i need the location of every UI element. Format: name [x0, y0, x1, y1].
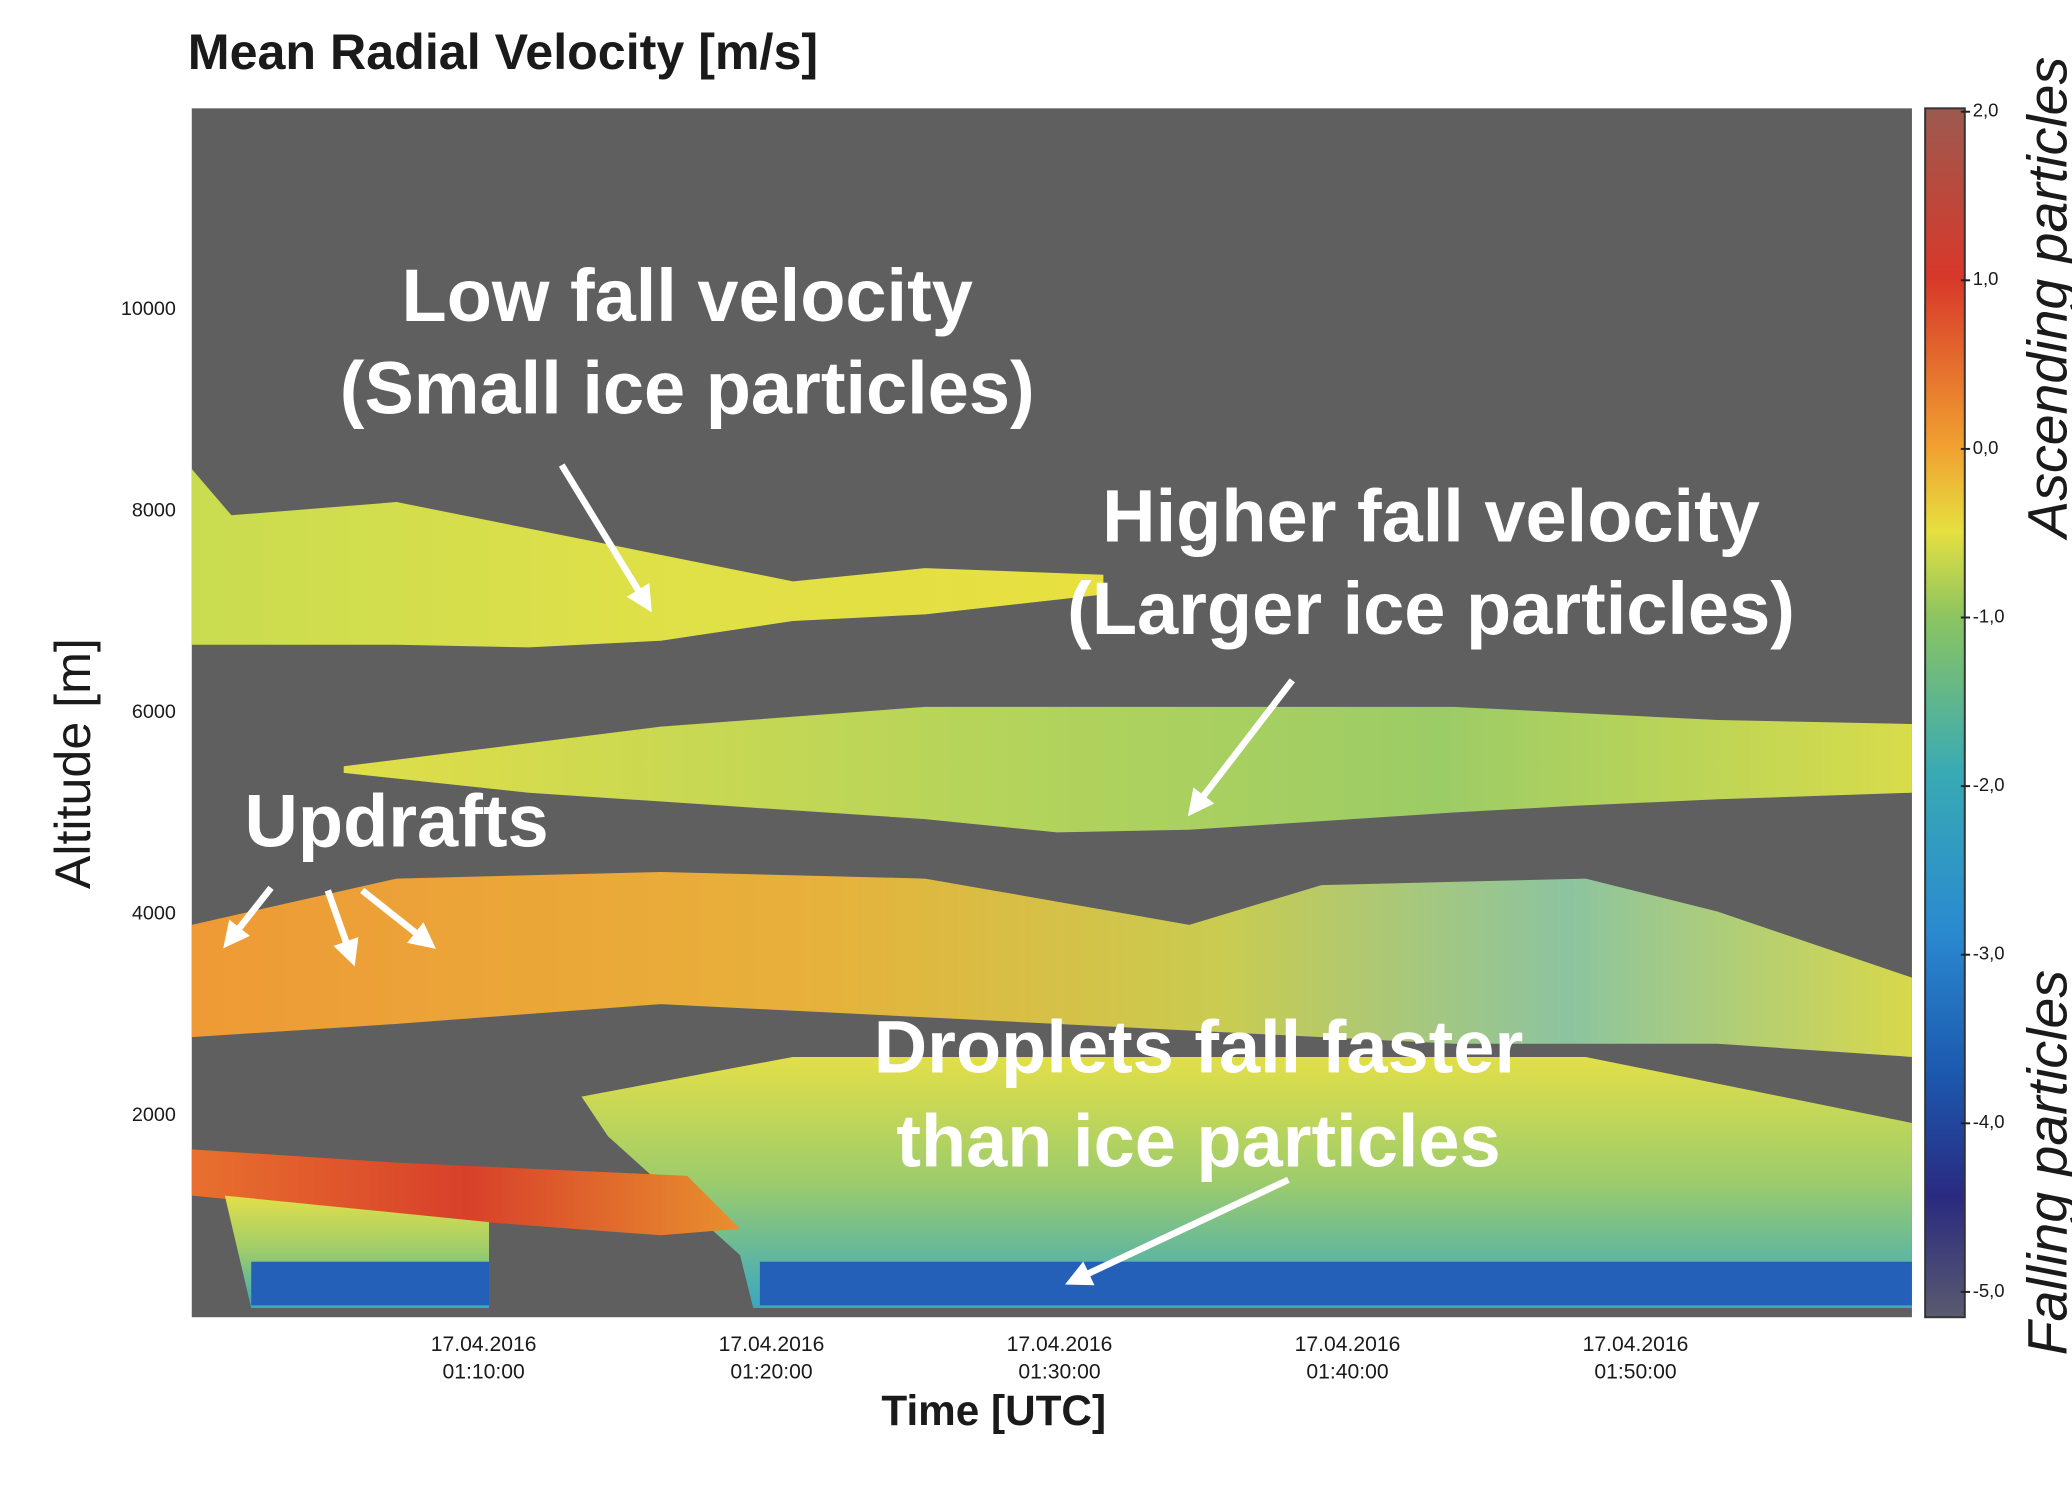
annotation: (Larger ice particles) [1067, 567, 1795, 650]
annotation: (Small ice particles) [340, 346, 1035, 429]
colorbar-tick-label: -1,0 [1973, 605, 2005, 626]
rain-layer [251, 1262, 489, 1306]
chart: Mean Radial Velocity [m/s] Low fall velo… [0, 0, 2072, 1485]
colorbar-tick-label: -5,0 [1973, 1280, 2005, 1301]
y-tick-label: 6000 [132, 701, 176, 723]
colorbar-tick-label: 1,0 [1973, 268, 1999, 289]
chart-title: Mean Radial Velocity [m/s] [188, 24, 818, 80]
colorbar-tick-label: 2,0 [1973, 100, 1999, 121]
colorbar-label: Ascending particles [2017, 57, 2072, 541]
annotation: Droplets fall faster [874, 1006, 1523, 1089]
colorbar-tick-label: -3,0 [1973, 943, 2005, 964]
colorbar-tick-label: 0,0 [1973, 437, 1999, 458]
annotation: Updrafts [244, 780, 548, 863]
annotation: Low fall velocity [402, 254, 973, 337]
y-tick-label: 4000 [132, 902, 176, 924]
colorbar [1925, 108, 1965, 1317]
y-tick-label: 8000 [132, 500, 176, 522]
colorbar-tick-label: -2,0 [1973, 774, 2005, 795]
page: {"chart_data": { "type": "time-height", … [0, 0, 2072, 1485]
annotation: than ice particles [896, 1099, 1500, 1182]
y-tick-label: 10000 [121, 298, 176, 320]
y-axis-label: Altitude [m] [45, 638, 101, 889]
y-tick-label: 2000 [132, 1104, 176, 1126]
colorbar-label: Falling particles [2017, 970, 2072, 1355]
rain-layer [760, 1262, 1912, 1306]
colorbar-tick-label: -4,0 [1973, 1111, 2005, 1132]
x-axis-label: Time [UTC] [881, 1387, 1106, 1434]
annotation: Higher fall velocity [1102, 474, 1760, 557]
